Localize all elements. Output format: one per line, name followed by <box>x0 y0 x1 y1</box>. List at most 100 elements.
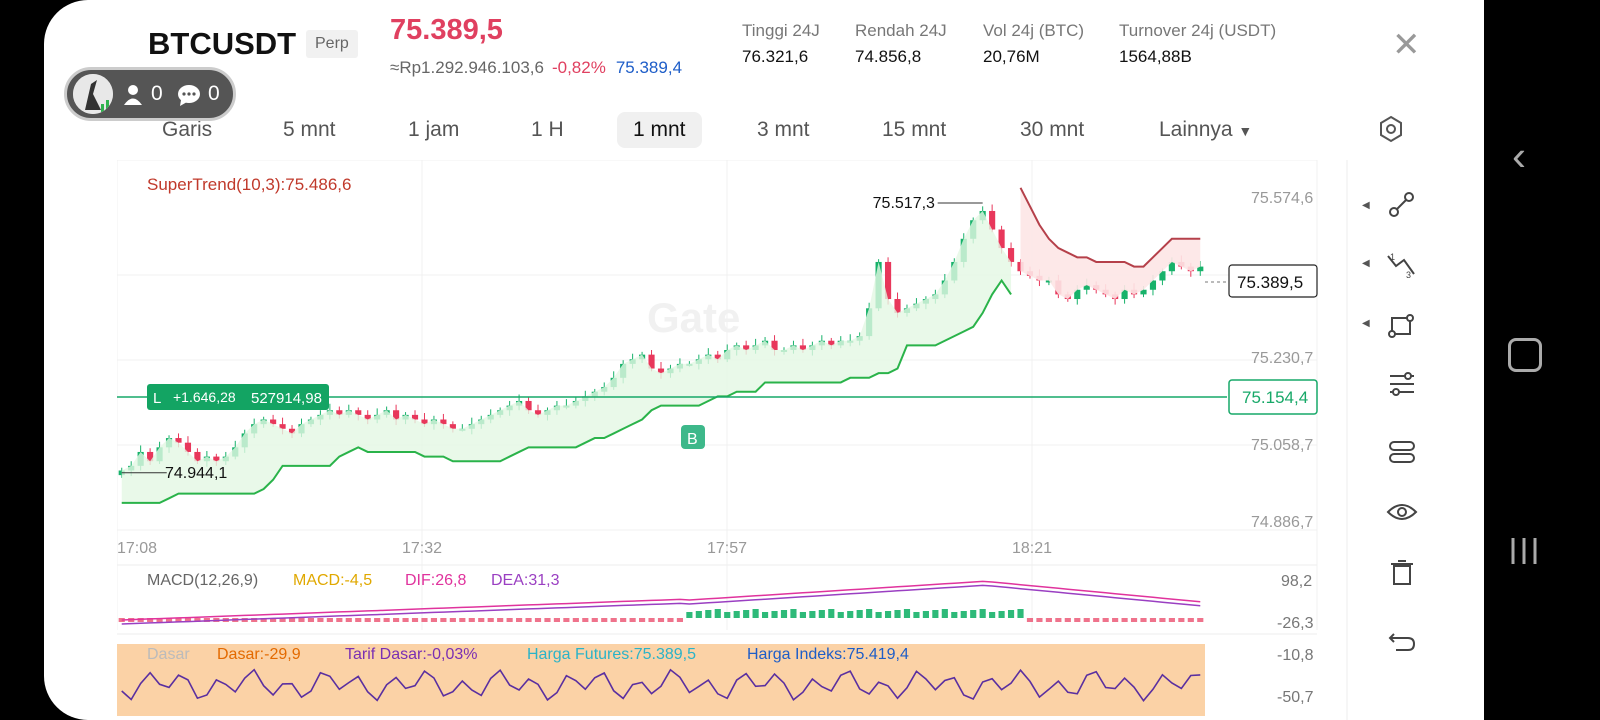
macd-dif-line <box>121 580 1201 621</box>
tab-more-label: Lainnya <box>1159 118 1233 141</box>
macd-bar <box>279 618 286 622</box>
macd-bar <box>884 611 892 618</box>
price-chart[interactable]: Gate SuperTrend(10,3):75.486,6 75.517,3 74.… <box>117 160 1349 720</box>
x-tick-label: 17:32 <box>402 540 442 557</box>
candle <box>213 456 220 462</box>
live-pill[interactable]: 0 0 <box>64 67 236 121</box>
svg-text:1: 1 <box>1390 252 1395 262</box>
stat-value: 74.856,8 <box>855 47 922 66</box>
funding-label: Dasar <box>147 646 190 663</box>
candle <box>771 340 778 350</box>
macd-bar <box>203 618 210 622</box>
candle <box>1197 266 1204 272</box>
macd-bar <box>1187 618 1194 622</box>
x-tick-label: 17:57 <box>707 540 747 557</box>
macd-bar <box>1102 618 1109 622</box>
candle <box>421 419 428 425</box>
funding-label: Tarif Dasar:-0,03% <box>345 646 478 663</box>
trash-icon[interactable] <box>1382 552 1422 592</box>
macd-bar <box>1168 618 1175 622</box>
expand-arrow-icon: ◀ <box>1362 318 1370 329</box>
macd-bar <box>1026 618 1034 622</box>
candle <box>894 299 901 313</box>
line-tool-icon[interactable] <box>1382 186 1422 226</box>
macd-bar <box>440 618 447 622</box>
macd-bar <box>903 609 911 618</box>
macd-bar <box>724 612 731 618</box>
tab-30m[interactable]: 30 mnt <box>1020 118 1085 141</box>
macd-bar <box>506 618 513 622</box>
tab-5m[interactable]: 5 mnt <box>283 118 336 141</box>
macd-bar <box>317 618 324 622</box>
macd-bar <box>657 618 665 622</box>
tab-more[interactable]: Lainnya ▼ <box>1159 112 1252 148</box>
undo-icon[interactable] <box>1382 620 1422 660</box>
settings-icon[interactable] <box>1376 114 1406 149</box>
macd-bar <box>989 612 996 618</box>
tab-1h[interactable]: 1 jam <box>408 118 460 141</box>
tab-line[interactable]: Garis <box>162 118 213 141</box>
supertrend-fill-down <box>1020 187 1201 300</box>
candle <box>355 410 362 415</box>
stat-value: 1564,88B <box>1119 47 1192 66</box>
funding-label: Harga Futures:75.389,5 <box>527 646 696 663</box>
macd-bar <box>733 611 740 618</box>
recents-icon[interactable] <box>1510 536 1538 571</box>
macd-bar <box>629 618 636 622</box>
macd-bar <box>1074 618 1081 622</box>
macd-bar <box>639 618 646 622</box>
macd-bar <box>468 618 475 622</box>
supertrend-label: SuperTrend(10,3):75.486,6 <box>147 175 351 194</box>
symbol-title[interactable]: BTCUSDT <box>148 26 297 61</box>
macd-bar <box>1159 618 1166 622</box>
position-value: 527914,98 <box>251 390 322 407</box>
stat-label: Tinggi 24J <box>742 21 820 40</box>
macd-bar <box>270 618 277 622</box>
back-chevron-icon[interactable]: ‹ <box>1512 132 1526 179</box>
macd-bar <box>430 618 438 622</box>
position-tag <box>147 384 329 410</box>
macd-bar <box>970 610 977 618</box>
caret-down-icon: ▼ <box>1238 123 1253 139</box>
candle <box>147 451 154 462</box>
macd-bar <box>761 612 769 618</box>
y-tick-label: 74.886,7 <box>1251 514 1313 531</box>
macd-bar <box>336 618 343 622</box>
current-price-tag <box>1228 264 1318 298</box>
macd-bar <box>459 618 466 622</box>
home-square-icon[interactable] <box>1508 338 1542 372</box>
tab-15m[interactable]: 15 mnt <box>882 118 947 141</box>
macd-bar <box>1130 618 1138 622</box>
eye-icon[interactable] <box>1382 492 1422 532</box>
y-tick-label: 75.574,6 <box>1251 190 1313 207</box>
macd-bar <box>516 618 523 622</box>
tab-1d[interactable]: 1 H <box>531 118 564 141</box>
candle <box>989 210 996 230</box>
comment-icon <box>177 84 201 111</box>
candle <box>118 470 125 476</box>
buy-marker-label: B <box>687 431 698 448</box>
tab-1m[interactable]: 1 mnt <box>617 112 702 148</box>
macd-bar <box>620 618 627 622</box>
buy-marker <box>681 425 705 449</box>
candle <box>525 400 532 411</box>
supertrend-line-down <box>1019 187 1201 268</box>
candle <box>828 340 835 346</box>
macd-bar <box>449 618 456 622</box>
macd-y-tick: -26,3 <box>1277 615 1314 632</box>
candle <box>998 229 1005 249</box>
layers-icon[interactable] <box>1382 432 1422 472</box>
candle <box>1140 289 1147 295</box>
tab-3m[interactable]: 3 mnt <box>757 118 810 141</box>
candle <box>648 354 655 369</box>
candle <box>1007 248 1015 262</box>
close-icon[interactable]: ✕ <box>1392 26 1421 64</box>
indicator-settings-icon[interactable] <box>1382 364 1422 404</box>
shape-tool-icon[interactable] <box>1382 306 1422 346</box>
macd-bar <box>175 618 182 622</box>
candle <box>534 410 542 415</box>
macd-bar <box>582 618 589 622</box>
low-marker-label: 74.944,1 <box>165 465 227 482</box>
funding-line <box>121 668 1201 703</box>
